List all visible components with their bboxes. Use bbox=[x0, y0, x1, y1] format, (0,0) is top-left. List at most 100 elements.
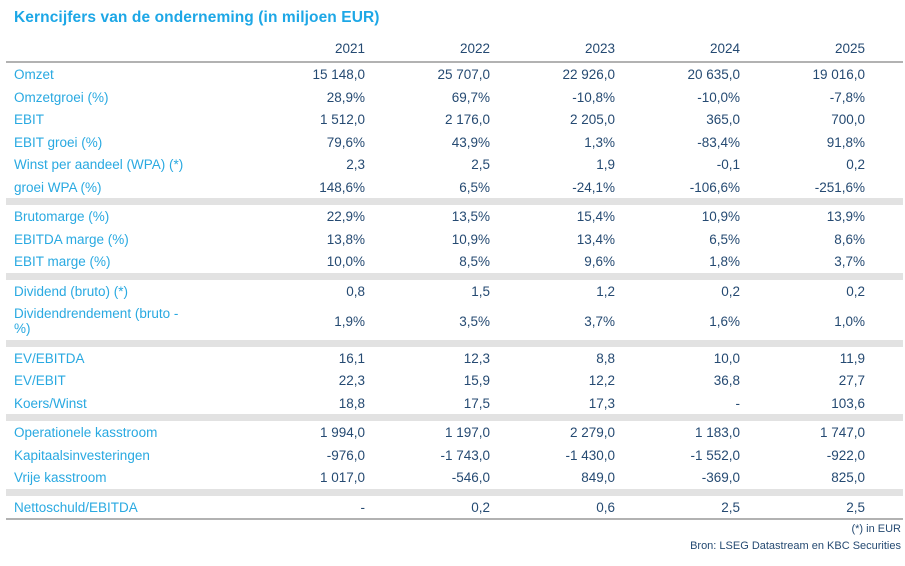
cell-value: 9,6% bbox=[584, 254, 615, 269]
row-label: Winst per aandeel (WPA) (*) bbox=[14, 157, 184, 172]
cell-value: 91,8% bbox=[826, 134, 865, 150]
table-row: EV/EBIT 22,3 15,9 12,2 36,8 27,7 bbox=[6, 369, 903, 392]
row-label: Operationele kasstroom bbox=[14, 425, 158, 440]
cell-value: 2 205,0 bbox=[569, 112, 615, 127]
cell-value: 103,6 bbox=[831, 395, 865, 411]
cell-value: -7,8% bbox=[829, 89, 865, 105]
cell-value: 825,0 bbox=[831, 470, 865, 485]
year-column-header: 2024 bbox=[709, 41, 740, 56]
cell-value: 19 016,0 bbox=[812, 67, 865, 82]
key-figures-page: Kerncijfers van de onderneming (in miljo… bbox=[0, 9, 905, 566]
table-row: EBIT groei (%) 79,6% 43,9% 1,3% -83,4% 9… bbox=[6, 131, 903, 154]
source-note: Bron: LSEG Datastream en KBC Securities bbox=[690, 539, 901, 552]
cell-value: 0,2 bbox=[471, 499, 490, 515]
cell-value: 1 197,0 bbox=[444, 425, 490, 440]
cell-value: 13,9% bbox=[826, 209, 865, 224]
cell-value: 6,5% bbox=[709, 231, 740, 247]
cell-value: 25 707,0 bbox=[437, 67, 490, 82]
cell-value: 10,9% bbox=[451, 231, 490, 247]
cell-value: -10,0% bbox=[697, 89, 740, 105]
cell-value: 0,2 bbox=[846, 283, 865, 299]
row-label: Dividend (bruto) (*) bbox=[14, 283, 129, 299]
cell-value: 43,9% bbox=[451, 134, 490, 150]
row-label: EBIT groei (%) bbox=[14, 134, 103, 150]
cell-value: 2,5 bbox=[721, 499, 740, 515]
table-row: EBIT marge (%) 10,0% 8,5% 9,6% 1,8% 3,7% bbox=[6, 250, 903, 273]
cell-value: -24,1% bbox=[572, 179, 615, 195]
cell-value: 1,9% bbox=[334, 313, 365, 329]
section-divider bbox=[6, 198, 903, 205]
cell-value: 17,3 bbox=[588, 395, 615, 411]
cell-value: -369,0 bbox=[701, 470, 740, 485]
cell-value: 2 279,0 bbox=[569, 425, 615, 440]
cell-value: -922,0 bbox=[826, 447, 865, 463]
section-divider bbox=[6, 339, 903, 347]
cell-value: 10,0% bbox=[326, 254, 365, 269]
year-column-header: 2023 bbox=[584, 41, 615, 56]
cell-value: 69,7% bbox=[451, 89, 490, 105]
cell-value: 0,2 bbox=[846, 157, 865, 172]
cell-value: 2,5 bbox=[846, 499, 865, 515]
table-row: Koers/Winst 18,8 17,5 17,3 - 103,6 bbox=[6, 392, 903, 415]
cell-value: 0,8 bbox=[346, 283, 365, 299]
table-row: Operationele kasstroom 1 994,0 1 197,0 2… bbox=[6, 421, 903, 444]
table-row: Vrije kasstroom 1 017,0 -546,0 849,0 -36… bbox=[6, 466, 903, 489]
row-label: EBITDA marge (%) bbox=[14, 231, 129, 247]
row-label: Koers/Winst bbox=[14, 395, 87, 411]
table-row: Brutomarge (%) 22,9% 13,5% 15,4% 10,9% 1… bbox=[6, 205, 903, 228]
footnote-unit: (*) in EUR bbox=[851, 523, 901, 535]
row-label: Omzet bbox=[14, 67, 54, 82]
row-label: EBIT bbox=[14, 112, 45, 127]
cell-value: 12,3 bbox=[463, 350, 490, 366]
table-row: Kapitaalsinvesteringen -976,0 -1 743,0 -… bbox=[6, 444, 903, 467]
section-divider bbox=[6, 488, 903, 496]
cell-value: 6,5% bbox=[459, 179, 490, 195]
cell-value: 22,3 bbox=[338, 373, 365, 388]
row-label: EBIT marge (%) bbox=[14, 254, 111, 269]
cell-value: 20 635,0 bbox=[687, 67, 740, 82]
table-row: Omzet 15 148,0 25 707,0 22 926,0 20 635,… bbox=[6, 62, 903, 86]
cell-value: -546,0 bbox=[451, 470, 490, 485]
row-label: Vrije kasstroom bbox=[14, 470, 107, 485]
cell-value: - bbox=[360, 499, 366, 515]
row-label: Brutomarge (%) bbox=[14, 209, 110, 224]
row-label: Nettoschuld/EBITDA bbox=[14, 499, 138, 515]
cell-value: -1 552,0 bbox=[690, 447, 740, 463]
table-row: Winst per aandeel (WPA) (*) 2,3 2,5 1,9 … bbox=[6, 153, 903, 176]
cell-value: 1,2 bbox=[596, 283, 615, 299]
cell-value: 3,7% bbox=[834, 254, 865, 269]
cell-value: -251,6% bbox=[814, 179, 865, 195]
cell-value: 13,4% bbox=[576, 231, 615, 247]
cell-value: 36,8 bbox=[713, 373, 740, 388]
cell-value: 2,3 bbox=[346, 157, 365, 172]
cell-value: 10,9% bbox=[701, 209, 740, 224]
section-divider bbox=[6, 272, 903, 280]
cell-value: -1 430,0 bbox=[565, 447, 615, 463]
row-label: Omzetgroei (%) bbox=[14, 89, 109, 105]
cell-value: 1 017,0 bbox=[319, 470, 365, 485]
cell-value: 1 183,0 bbox=[694, 425, 740, 440]
cell-value: 1,9 bbox=[596, 157, 615, 172]
cell-value: 15,9 bbox=[463, 373, 490, 388]
table-row: Nettoschuld/EBITDA - 0,2 0,6 2,5 2,5 bbox=[6, 496, 903, 519]
cell-value: -1 743,0 bbox=[440, 447, 490, 463]
cell-value: 1 512,0 bbox=[319, 112, 365, 127]
cell-value: 1,0% bbox=[834, 313, 865, 329]
year-column-header: 2022 bbox=[459, 41, 490, 56]
cell-value: -83,4% bbox=[697, 134, 740, 150]
row-label: EV/EBIT bbox=[14, 373, 66, 388]
cell-value: 1,8% bbox=[709, 254, 740, 269]
table-row: Dividend (bruto) (*) 0,8 1,5 1,2 0,2 0,2 bbox=[6, 280, 903, 303]
table-row: EBIT 1 512,0 2 176,0 2 205,0 365,0 700,0 bbox=[6, 108, 903, 131]
cell-value: -106,6% bbox=[689, 179, 740, 195]
cell-value: 849,0 bbox=[581, 470, 615, 485]
cell-value: 8,8 bbox=[596, 350, 615, 366]
cell-value: 700,0 bbox=[831, 112, 865, 127]
row-label: Dividendrendement (bruto - %) bbox=[14, 306, 179, 336]
cell-value: 10,0 bbox=[713, 350, 740, 366]
cell-value: 11,9 bbox=[839, 350, 865, 366]
cell-value: 18,8 bbox=[338, 395, 365, 411]
table-row: groei WPA (%) 148,6% 6,5% -24,1% -106,6%… bbox=[6, 176, 903, 199]
label-column-header bbox=[6, 41, 278, 62]
cell-value: 13,8% bbox=[326, 231, 365, 247]
